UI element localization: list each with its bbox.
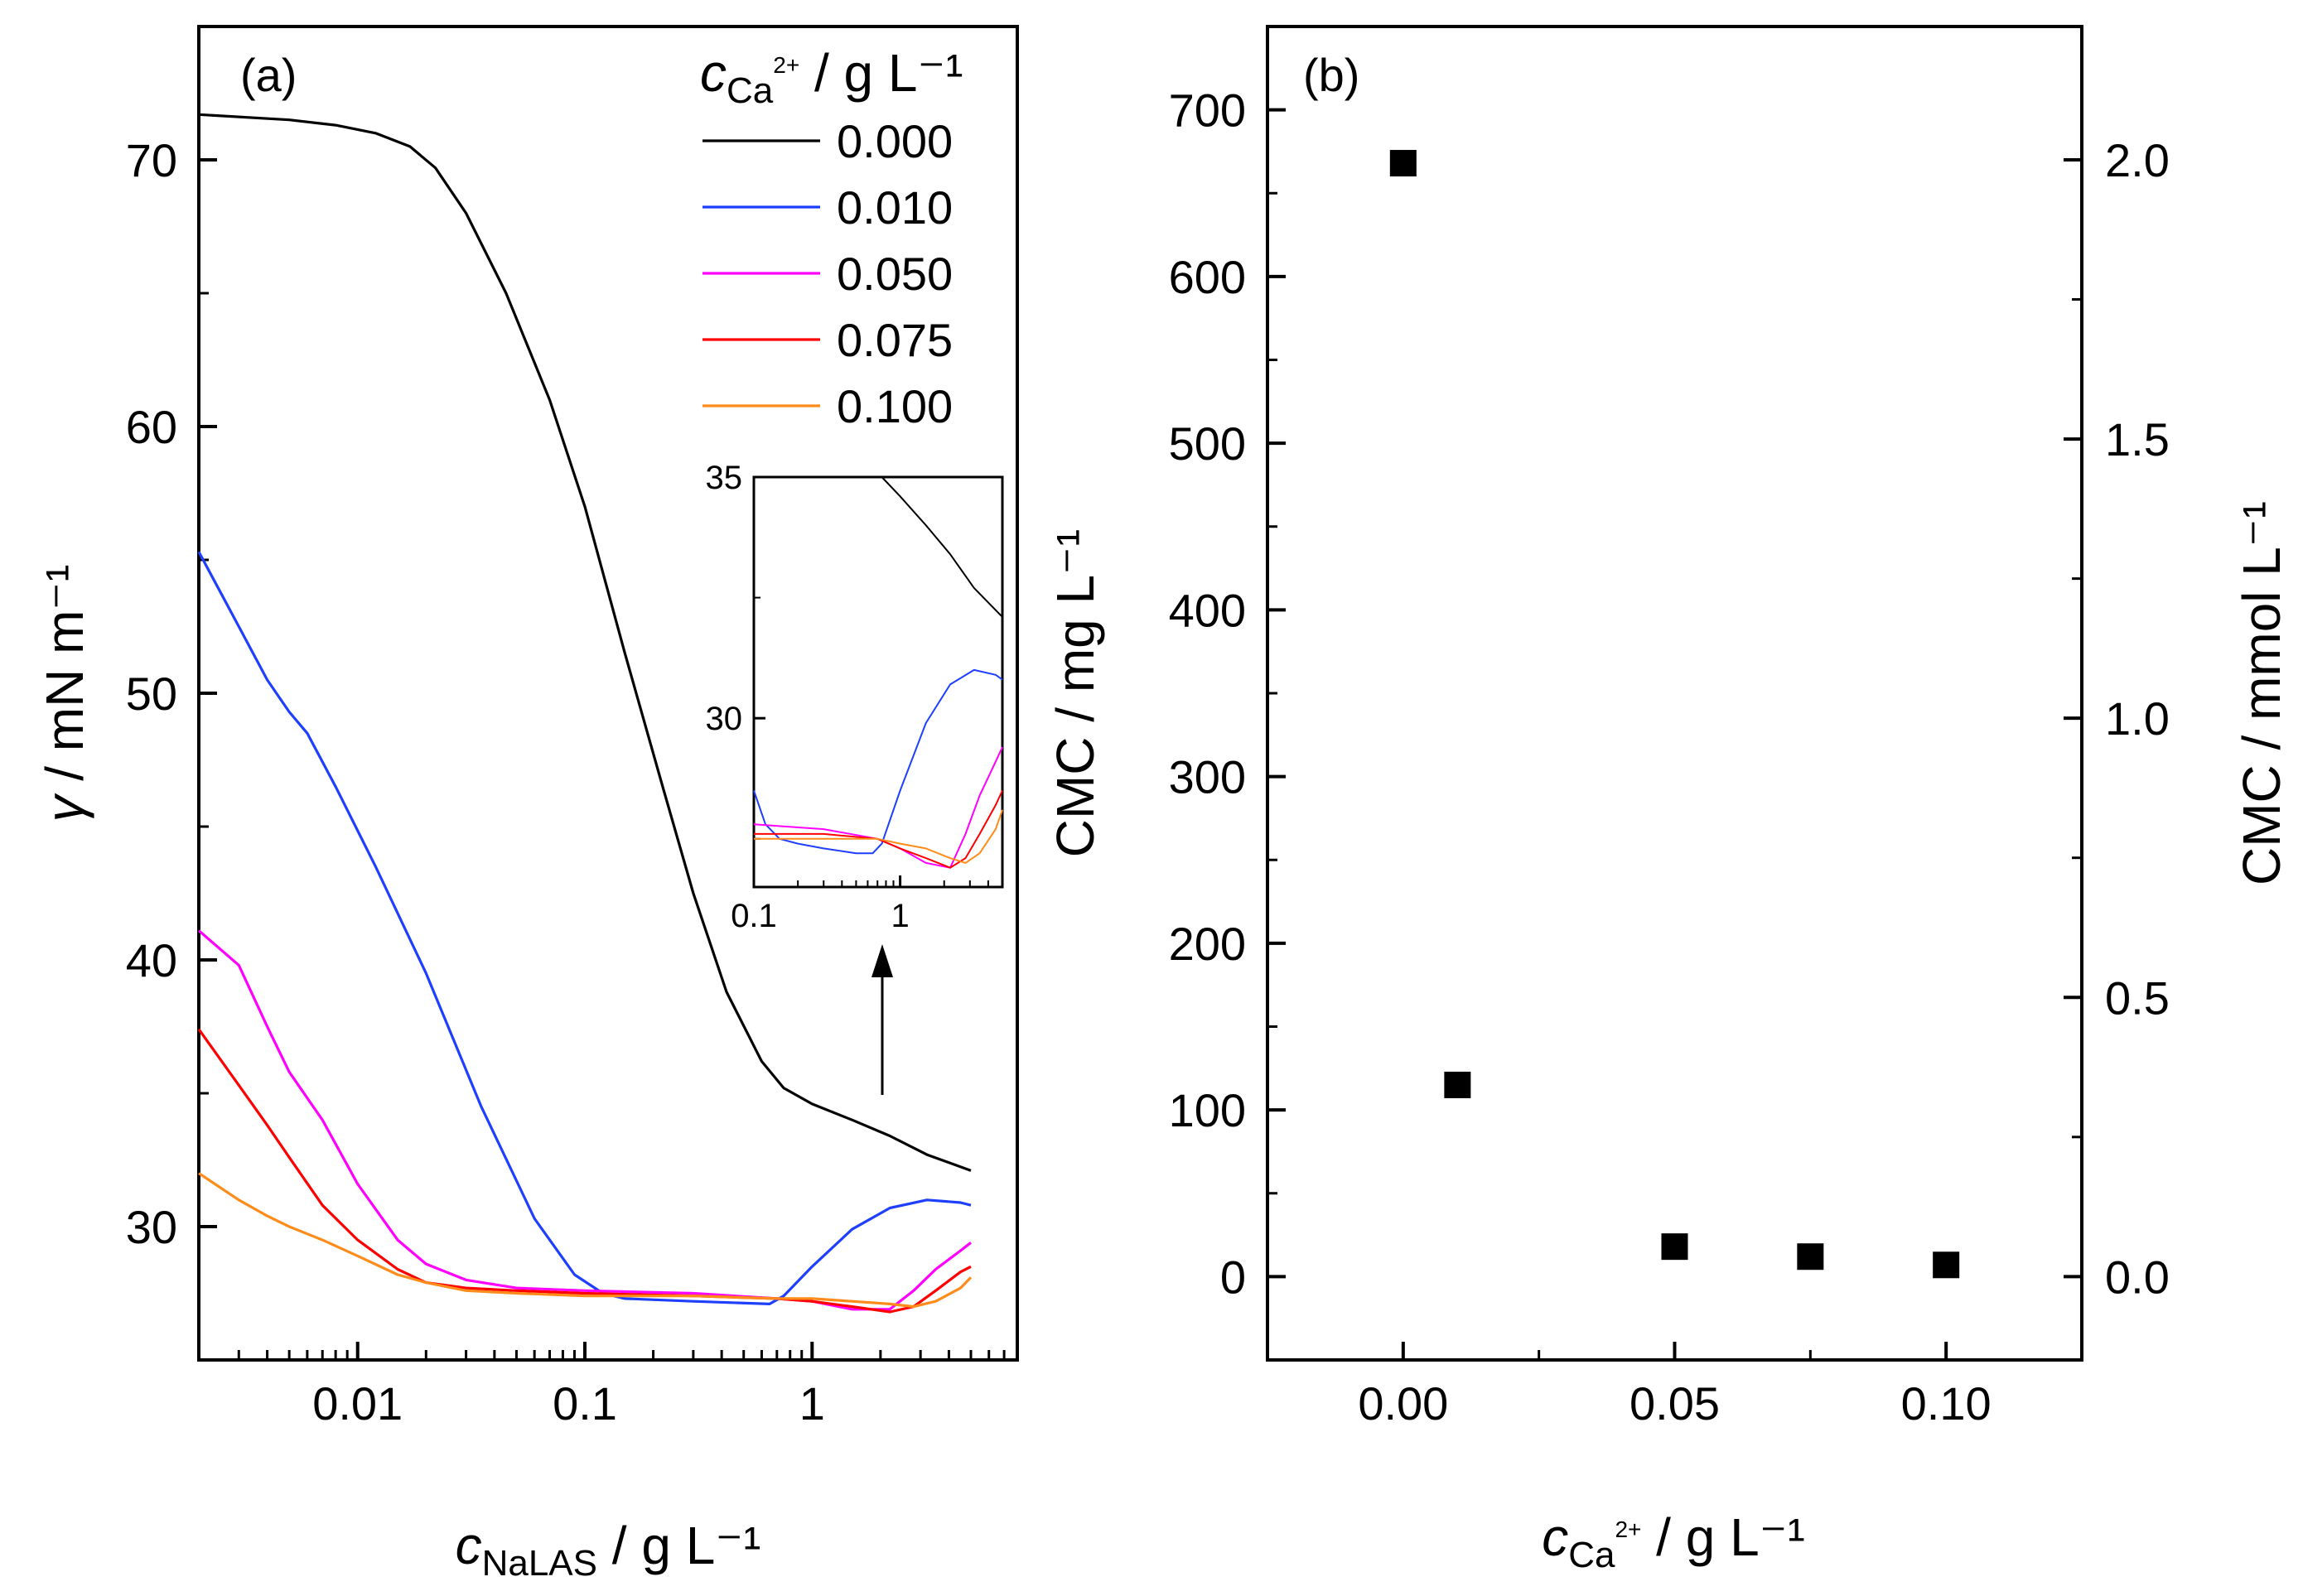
x-tick-label: 0.05 (1629, 1377, 1720, 1430)
x-tick-label: 0.10 (1901, 1377, 1992, 1430)
series-line-0.050 (197, 929, 972, 1311)
inset-series-line-0.010 (753, 668, 1003, 855)
panel-b-plot-frame (1266, 25, 2083, 1362)
y-tick-label: 200 (1169, 918, 1246, 970)
legend-label-0.050: 0.050 (837, 248, 953, 300)
legend-label-0.075: 0.075 (837, 314, 953, 366)
inset-series-line-0.075 (754, 790, 1003, 869)
panel-b-x-axis-title: cCa2+ / g L⁻¹ (1542, 1507, 1805, 1575)
data-point (1797, 1243, 1824, 1271)
panel-a-x-axis-title: cNaLAS / g L⁻¹ (456, 1516, 761, 1584)
inset-x-tick-label: 0.1 (731, 898, 777, 934)
panel-a-series (197, 113, 973, 1314)
y2-tick-label: 1.0 (2105, 692, 2170, 745)
y-tick-label: 100 (1169, 1084, 1246, 1136)
legend-label-0.100: 0.100 (837, 380, 953, 432)
data-point (1661, 1233, 1688, 1261)
inset-y-ticks: 30 35 (706, 460, 765, 840)
y2-tick-label: 0.0 (2105, 1251, 2170, 1303)
panel-a-y-axis-title: γ / mN m⁻¹ (35, 564, 94, 822)
inset-frame (752, 475, 1004, 889)
panel-b-right-y-ticks: 0.0 0.5 1.0 1.5 2.0 (2064, 134, 2170, 1303)
series-line-0.010 (197, 551, 972, 1306)
y-tick-label: 70 (126, 134, 177, 186)
data-point (1933, 1251, 1960, 1279)
inset-y-tick-label: 30 (706, 701, 743, 737)
data-point (1444, 1071, 1471, 1098)
y-tick-label: 700 (1169, 84, 1246, 137)
legend-label-0.010: 0.010 (837, 181, 953, 234)
y-tick-label: 500 (1169, 417, 1246, 470)
legend-title: cCa2+ / g L⁻¹ (700, 43, 963, 111)
inset-x-ticks: 0.1 1 (731, 875, 1003, 934)
y2-tick-label: 1.5 (2105, 413, 2170, 465)
x-tick-label: 0.00 (1358, 1377, 1448, 1430)
y-tick-label: 60 (126, 401, 177, 453)
panel-a-legend: cCa2+ / g L⁻¹ 0.000 0.010 0.050 0.075 0.100 (700, 43, 963, 432)
inset-series-line-0.000 (881, 476, 1003, 618)
y2-tick-label: 0.5 (2105, 972, 2170, 1024)
panel-b-x-ticks: 0.00 0.05 0.10 (1266, 1342, 2083, 1430)
y-tick-label: 600 (1169, 251, 1246, 303)
inset-series (753, 476, 1003, 869)
series-line-0.075 (197, 1028, 972, 1314)
panel-b-right-y-axis-title: CMC / mmol L⁻¹ (2232, 501, 2291, 885)
legend-entries: 0.000 0.010 0.050 0.075 0.100 (702, 115, 953, 432)
inset-series-line-0.050 (753, 746, 1003, 869)
inset-arrow (871, 944, 893, 1095)
series-line-0.000 (198, 113, 972, 1172)
inset-y-tick-label: 35 (706, 460, 743, 496)
x-tick-label: 0.1 (553, 1377, 617, 1430)
data-point (1389, 150, 1417, 177)
inset-series-line-0.100 (754, 809, 1003, 864)
panel-a-label: (a) (240, 49, 297, 101)
x-tick-label: 1 (799, 1377, 825, 1430)
y-tick-label: 400 (1169, 584, 1246, 636)
y-tick-label: 0 (1220, 1251, 1246, 1303)
inset-x-tick-label: 1 (891, 898, 909, 934)
panel-b: (b) 0.00 0.05 0.10 0100200300400500600700 … (1045, 25, 2291, 1575)
panel-b-points (1389, 150, 1960, 1279)
y2-tick-label: 2.0 (2105, 134, 2170, 186)
panel-a-x-ticks: 0.01 0.1 1 (197, 1342, 1019, 1430)
panel-b-y-ticks: 0 100 200 300 400 500 600 700 (1169, 25, 1286, 1362)
x-tick-label: 0.01 (312, 1377, 403, 1430)
y-tick-label: 300 (1169, 751, 1246, 803)
series-line-0.100 (198, 1172, 973, 1309)
legend-label-0.000: 0.000 (837, 115, 953, 167)
y-tick-label: 40 (126, 934, 177, 986)
panel-b-y-axis-title: CMC / mg L⁻¹ (1045, 529, 1105, 857)
panel-b-label: (b) (1303, 49, 1359, 101)
y-tick-label: 30 (126, 1201, 177, 1253)
panel-a-y-ticks: 30 40 50 60 70 (126, 25, 217, 1362)
y-tick-label: 50 (126, 668, 177, 720)
